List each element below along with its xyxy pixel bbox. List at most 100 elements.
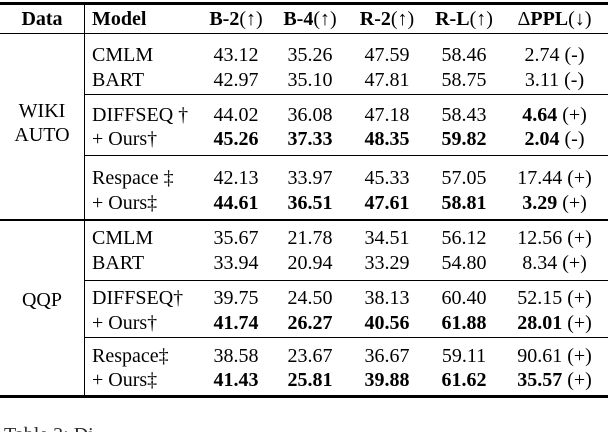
ppl-value: 12.56 (+) — [517, 226, 592, 249]
table-caption: Table 3: Di — [4, 424, 604, 432]
b2-value: 42.97 — [213, 68, 259, 91]
table-cmidrule-2 — [85, 155, 608, 157]
rl-value: 61.88 — [441, 311, 487, 334]
r2-value: 45.33 — [364, 166, 410, 189]
dataset-label-qqp: QQP — [0, 288, 84, 312]
table-row: Respace‡ 38.58 23.67 36.67 59.11 90.61 (… — [0, 344, 608, 369]
b4-value: 21.78 — [287, 226, 333, 249]
ppl-sign: (+) — [567, 344, 592, 367]
table-header-row: Data Model B-2(↑) B-4(↑) R-2(↑) R-L(↑) Δ… — [0, 6, 608, 33]
ppl-value: 17.44 (+) — [517, 166, 592, 189]
model-cell: CMLM — [92, 226, 154, 249]
dataset-line: AUTO — [14, 124, 70, 146]
table-vertical-rule — [84, 2, 86, 397]
b4-value: 37.33 — [287, 127, 333, 150]
table-cmidrule-4 — [85, 336, 608, 338]
b2-value: 35.67 — [213, 226, 259, 249]
b4-value: 25.81 — [287, 368, 333, 391]
table-row: + Ours‡ 44.61 36.51 47.61 58.81 3.29 (+) — [0, 191, 608, 216]
b4-value: 35.26 — [287, 43, 333, 66]
r2-value: 40.56 — [364, 311, 410, 334]
model-cell: BART — [92, 251, 145, 274]
b4-value: 36.51 — [287, 191, 333, 214]
rl-value: 61.62 — [441, 368, 487, 391]
rl-value: 60.40 — [441, 286, 487, 309]
col-header-ppl: ΔPPL(↓) — [517, 8, 592, 30]
ppl-value: 28.01 (+) — [517, 311, 592, 334]
b2-value: 44.61 — [213, 191, 259, 214]
model-cell: + Ours‡ — [92, 368, 158, 391]
col-header-rl: R-L(↑) — [435, 8, 493, 30]
dataset-line: WIKI — [18, 100, 66, 122]
b2-value: 41.43 — [213, 368, 259, 391]
ppl-sign: (-) — [564, 68, 585, 91]
ppl-value: 35.57 (+) — [517, 368, 592, 391]
ppl-value: 3.11 (-) — [524, 68, 585, 91]
ppl-sign: (+) — [562, 103, 587, 126]
rl-value: 54.80 — [441, 251, 487, 274]
table-rule-top — [0, 2, 608, 5]
delta-symbol: Δ — [517, 8, 531, 30]
b2-value: 33.94 — [213, 251, 259, 274]
down-arrow-icon: (↓) — [568, 8, 592, 30]
r2-value: 47.59 — [364, 43, 410, 66]
b2-value: 45.26 — [213, 127, 259, 150]
r2-value: 34.51 — [364, 226, 410, 249]
ppl-value: 3.29 (+) — [522, 191, 587, 214]
r2-value: 38.13 — [364, 286, 410, 309]
up-arrow-icon: (↑) — [469, 8, 493, 30]
ppl-sign: (-) — [564, 127, 585, 150]
table-row: BART 42.97 35.10 47.81 58.75 3.11 (-) — [0, 68, 608, 93]
ppl-value: 52.15 (+) — [517, 286, 592, 309]
ppl-sign: (+) — [562, 251, 587, 274]
ppl-sign: (-) — [564, 43, 585, 66]
rl-value: 56.12 — [441, 226, 487, 249]
b2-value: 43.12 — [213, 43, 259, 66]
ppl-value: 4.64 (+) — [522, 103, 587, 126]
table-row: DIFFSEQ † 44.02 36.08 47.18 58.43 4.64 (… — [0, 103, 608, 128]
model-cell: DIFFSEQ† — [92, 286, 184, 309]
table-row: + Ours† 41.74 26.27 40.56 61.88 28.01 (+… — [0, 311, 608, 336]
ppl-value: 8.34 (+) — [522, 251, 587, 274]
table-row: DIFFSEQ† 39.75 24.50 38.13 60.40 52.15 (… — [0, 286, 608, 311]
b2-value: 41.74 — [213, 311, 259, 334]
rl-value: 57.05 — [441, 166, 487, 189]
ppl-value: 2.04 (-) — [524, 127, 585, 150]
rl-value: 58.43 — [441, 103, 487, 126]
model-cell: DIFFSEQ † — [92, 103, 189, 126]
table-row: + Ours‡ 41.43 25.81 39.88 61.62 35.57 (+… — [0, 368, 608, 393]
table-rule-bottom — [0, 395, 608, 398]
dataset-line: QQP — [21, 289, 62, 311]
model-cell: BART — [92, 68, 145, 91]
ppl-sign: (+) — [562, 191, 587, 214]
b4-value: 26.27 — [287, 311, 333, 334]
r2-value: 47.81 — [364, 68, 410, 91]
ppl-sign: (+) — [567, 368, 592, 391]
table-rule-section — [0, 219, 608, 221]
r2-value: 36.67 — [364, 344, 410, 367]
r2-value: 48.35 — [364, 127, 410, 150]
up-arrow-icon: (↑) — [390, 8, 415, 30]
rl-value: 59.82 — [441, 127, 487, 150]
model-cell: + Ours† — [92, 311, 158, 334]
col-header-b2: B-2(↑) — [209, 8, 263, 30]
up-arrow-icon: (↑) — [239, 8, 263, 30]
b4-value: 24.50 — [287, 286, 333, 309]
table-row: BART 33.94 20.94 33.29 54.80 8.34 (+) — [0, 251, 608, 276]
b2-value: 44.02 — [213, 103, 259, 126]
ppl-value: 2.74 (-) — [524, 43, 585, 66]
b2-value: 38.58 — [213, 344, 259, 367]
rl-value: 58.75 — [441, 68, 487, 91]
col-header-b4: B-4(↑) — [283, 8, 337, 30]
ppl-sign: (+) — [567, 311, 592, 334]
b4-value: 20.94 — [287, 251, 333, 274]
model-cell: + Ours‡ — [92, 191, 158, 214]
ppl-sign: (+) — [567, 286, 592, 309]
b4-value: 33.97 — [287, 166, 333, 189]
model-cell: Respace ‡ — [92, 166, 174, 189]
r2-value: 39.88 — [364, 368, 410, 391]
col-header-data: Data — [21, 8, 63, 30]
model-cell: CMLM — [92, 43, 154, 66]
rl-value: 58.46 — [441, 43, 487, 66]
